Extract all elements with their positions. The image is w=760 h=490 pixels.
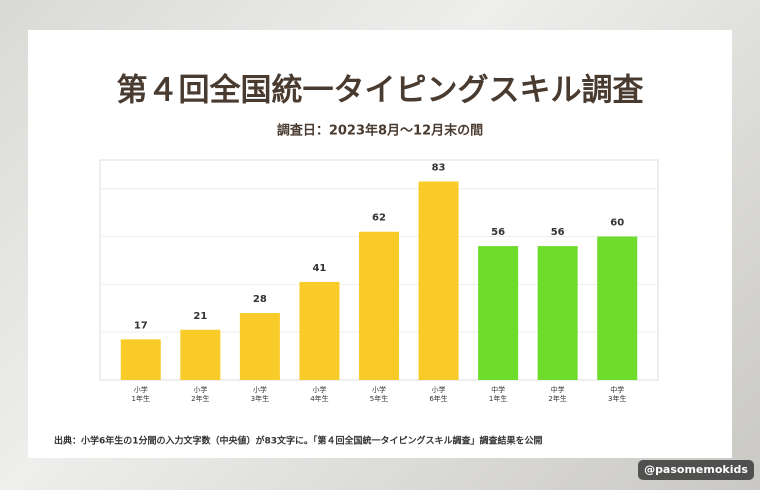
x-tick-label: 小学 1年生 [131,386,150,403]
x-tick-label: 小学 2年生 [191,386,210,403]
bar [597,236,638,380]
bar [537,246,578,380]
value-label: 41 [312,263,326,274]
bar [120,339,161,380]
value-label: 62 [372,213,386,224]
bar [180,329,221,380]
chart-subtitle: 調査日：2023年8月〜12月末の間 [277,123,483,139]
x-tick-label: 中学 1年生 [488,386,508,403]
value-label: 56 [551,227,565,238]
bar [478,246,519,380]
x-tick-label: 小学 5年生 [369,386,389,403]
value-label: 60 [610,218,624,229]
x-tick-label: 小学 6年生 [429,386,448,403]
value-label: 56 [491,227,505,238]
x-tick-label: 中学 3年生 [607,386,627,403]
bar [359,231,399,380]
x-tick-label: 中学 2年生 [548,386,567,403]
bar [239,313,280,380]
value-label: 28 [253,294,267,305]
source-note: 出典：小学6年生の1分間の入力文字数（中央値）が83文字に。「第４回全国統一タイ… [54,435,543,447]
value-label: 17 [134,320,148,331]
value-label: 83 [432,163,446,174]
chart-title: 第４回全国統一タイピングスキル調査 [117,73,644,109]
bar [299,281,340,380]
bar [418,181,459,380]
x-tick-label: 小学 4年生 [310,386,329,403]
watermark: @pasomemokids [644,463,748,476]
value-label: 21 [193,311,207,322]
x-tick-label: 小学 3年生 [250,386,270,403]
watermark-bg [638,460,754,480]
